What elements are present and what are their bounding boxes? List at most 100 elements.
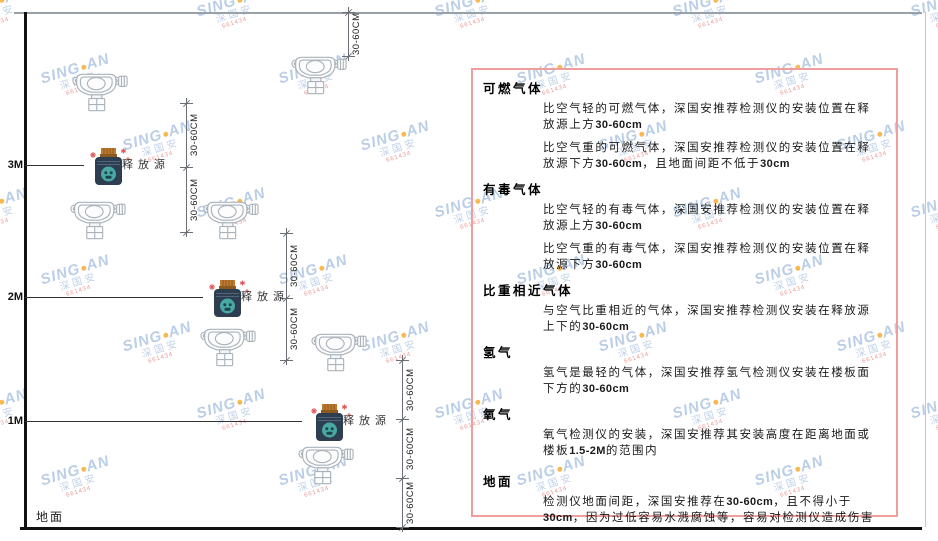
gas-detector-icon [70,198,126,242]
watermark-cn: 深国安 [928,3,938,26]
watermark-cn: 深国安 [140,338,181,361]
release-source: 释放源 [199,279,319,319]
release-source: 释放源 [301,403,421,443]
brand-dot-icon [0,0,5,4]
panel-section: 比重相近气体 与空气比重相近的气体，深国安推荐检测仪安装在释放源上下的30-60… [483,280,884,335]
brand-dot-icon [236,0,243,4]
height-mark-label: 3M [7,159,23,171]
height-mark-line [25,296,203,298]
release-source: 释放源 [80,147,200,187]
panel-section: 可燃气体 比空气轻的可燃气体，深国安推荐检测仪的安装位置在释放源上方30-60c… [483,78,884,172]
watermark-cn: 深国安 [58,472,99,495]
gas-detector-icon [311,330,367,374]
dimension-label: 30-60CM [351,12,362,56]
dimension-line [402,355,403,532]
watermark-agent-code: 661434 [0,217,11,232]
section-paragraph: 比空气重的可燃气体，深国安推荐检测仪的安装位置在释放源下方30-60cm，且地面… [543,142,871,170]
info-panel: 可燃气体 比空气轻的可燃气体，深国安推荐检测仪的安装位置在释放源上方30-60c… [471,68,898,524]
brand-dot-icon [236,399,243,406]
brand-dot-icon [162,332,169,339]
panel-section: 地面 检测仪地面间距，深国安推荐在30-60cm，且不得小于30cm，因为过低容… [483,471,884,526]
release-source-label: 释放源 [343,415,391,427]
height-mark: 3M [3,158,84,172]
watermark-agent-code: 661434 [65,485,93,500]
watermark-cn: 深国安 [378,338,419,361]
release-source-icon [90,148,130,185]
height-mark-line [25,164,84,166]
section-paragraph: 检测仪地面间距，深国安推荐在30-60cm，且不得小于30cm，因为过低容易水溅… [543,496,875,524]
brand-dot-icon [712,0,719,4]
brand-dot-icon [0,198,5,205]
watermark-cn: 深国安 [928,405,938,428]
watermark-agent-code: 661434 [385,150,413,165]
gas-detector-icon [200,325,256,369]
gas-detector-icon [291,53,347,97]
release-source-icon [311,404,351,441]
release-source-label: 释放源 [122,159,170,171]
section-heading: 比重相近气体 [483,284,574,298]
watermark-cn: 深国安 [928,204,938,227]
gas-detector-icon [72,70,128,114]
gas-detector-icon [203,198,259,242]
section-paragraph: 比空气轻的有毒气体，深国安推荐检测仪的安装位置在释放源上方30-60cm [543,204,871,232]
brand-dot-icon [400,131,407,138]
gas-detector-icon [298,443,354,487]
height-mark-label: 1M [7,415,23,427]
section-heading: 地面 [483,475,514,489]
section-heading: 氢气 [483,346,514,360]
brand-dot-icon [474,0,481,4]
watermark-cn: 深国安 [378,137,419,160]
brand-dot-icon [80,466,87,473]
brand-dot-icon [162,131,169,138]
section-heading: 可燃气体 [483,82,544,96]
section-paragraph: 比空气轻的可燃气体，深国安推荐检测仪的安装位置在释放源上方30-60cm [543,103,871,131]
brand-dot-icon [318,265,325,272]
wall-line [24,12,27,529]
release-source-icon [209,280,249,317]
section-paragraph: 氢气是最轻的气体，深国安推荐氢气检测仪安装在楼板面下方的30-60cm [543,367,871,395]
height-mark: 1M [3,414,302,428]
height-mark-line [25,420,302,422]
panel-section: 有毒气体 比空气轻的有毒气体，深国安推荐检测仪的安装位置在释放源上方30-60c… [483,179,884,273]
ground-line [20,527,922,530]
watermark-cn: 深国安 [0,204,17,227]
dimension-label: 30-60CM [405,481,416,524]
height-mark-label: 2M [7,291,23,303]
section-paragraph: 与空气比重相近的气体，深国安推荐检测仪安装在释放源上下的30-60cm [543,305,871,333]
ceiling-line [14,12,922,14]
section-paragraph: 比空气重的有毒气体，深国安推荐检测仪的安装位置在释放源下方30-60cm [543,243,871,271]
right-border-line [925,12,926,527]
brand-dot-icon [0,399,5,406]
dimension-line [348,7,349,61]
section-paragraph: 氧气检测仪的安装，深国安推荐其安装高度在距离地面或楼板1.5-2M的范围内 [543,429,871,457]
section-heading: 有毒气体 [483,183,544,197]
watermark-agent-code: 661434 [147,351,175,366]
panel-section: 氧气 氧气检测仪的安装，深国安推荐其安装高度在距离地面或楼板1.5-2M的范围内 [483,404,884,459]
brand-dot-icon [400,332,407,339]
